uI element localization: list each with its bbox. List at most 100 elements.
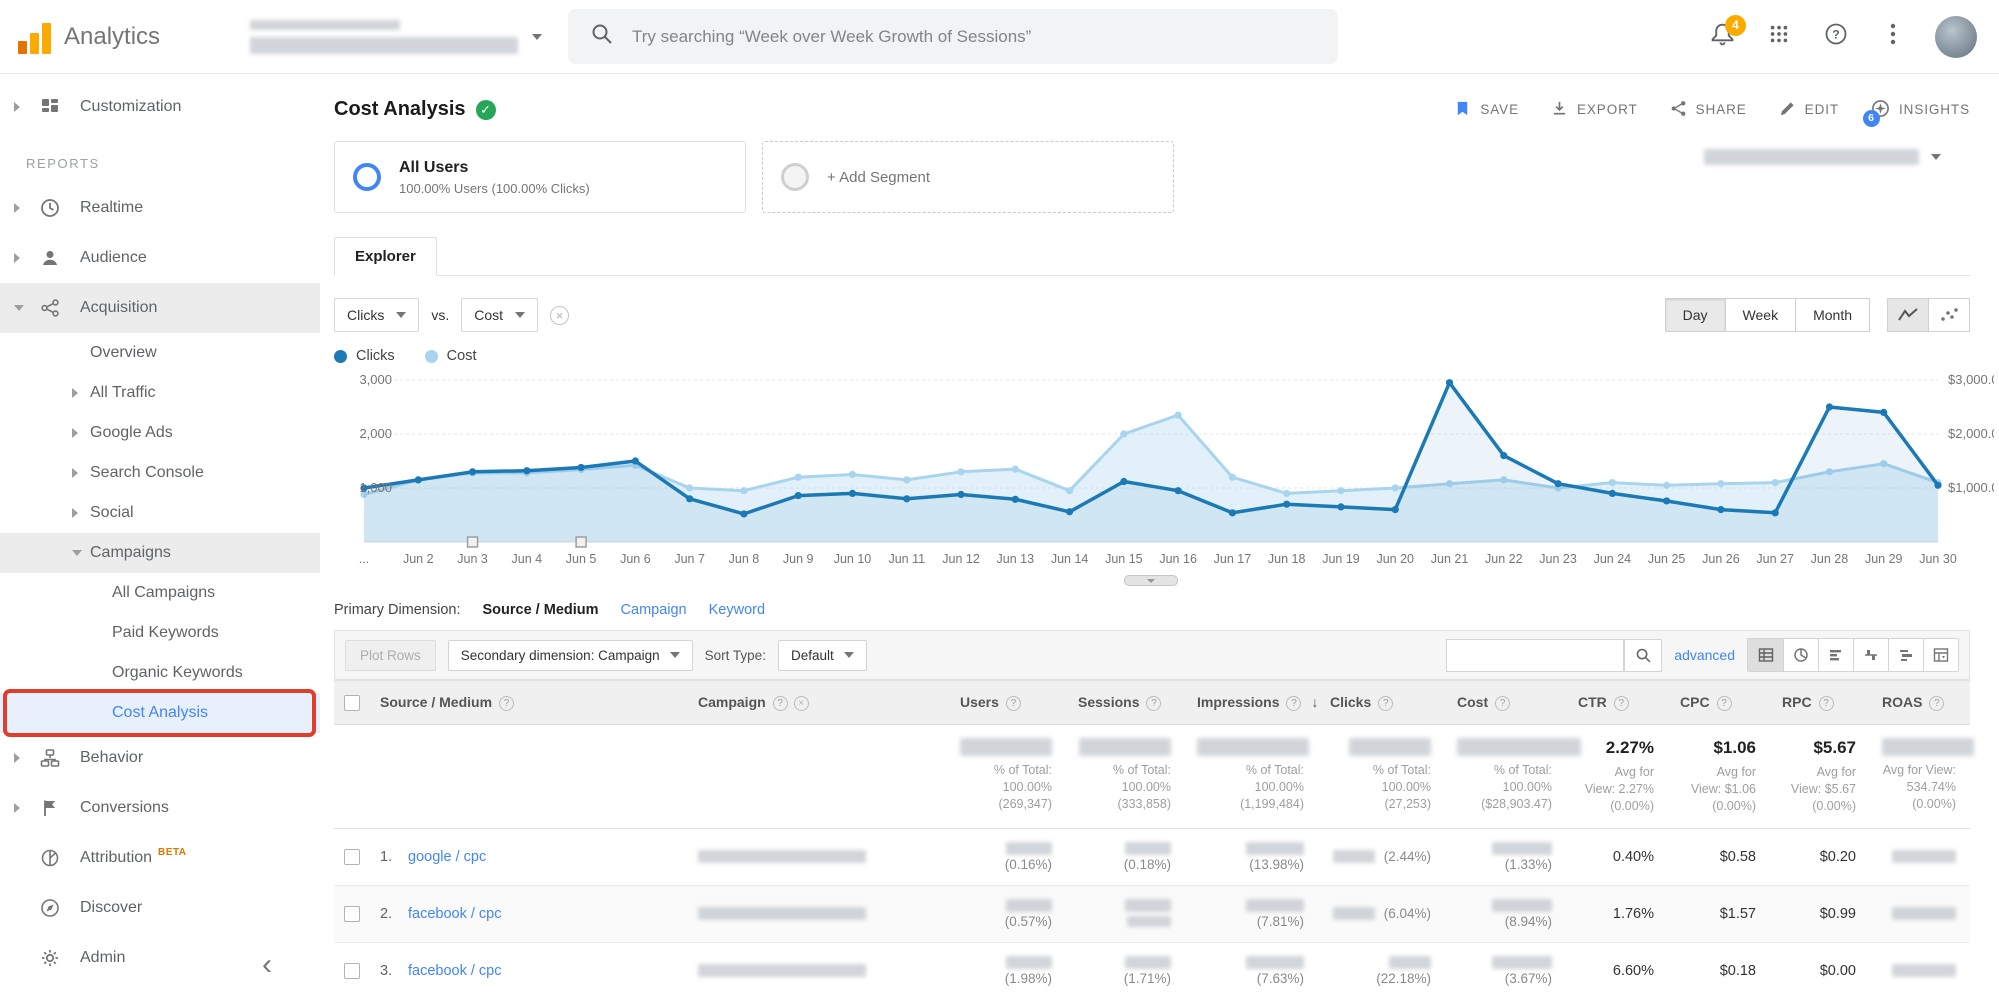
col-header-cpc[interactable]: CPC? (1668, 681, 1770, 725)
segment-all-users[interactable]: All Users 100.00% Users (100.00% Clicks) (334, 141, 746, 213)
sidebar-collapse-button[interactable]: ‹ (262, 948, 272, 981)
sidebar-item-attribution[interactable]: Attribution BETA (0, 833, 320, 883)
select-all-checkbox[interactable] (344, 695, 360, 712)
col-header-impressions[interactable]: Impressions? ↓ (1197, 694, 1319, 711)
remove-secondary-dimension-icon[interactable]: × (793, 696, 809, 711)
line-chart-type-button[interactable] (1887, 298, 1929, 332)
help-icon[interactable]: ? (772, 696, 788, 711)
tab-explorer[interactable]: Explorer (334, 237, 437, 276)
global-search[interactable] (568, 9, 1338, 64)
col-header-campaign[interactable]: Campaign? × (686, 681, 948, 725)
sidebar-item-google-ads[interactable]: Google Ads (0, 413, 320, 453)
help-icon[interactable]: ? (1929, 696, 1945, 711)
help-icon[interactable]: ? (1146, 696, 1162, 711)
source-medium-link[interactable]: google / cpc (408, 848, 487, 865)
add-segment-button[interactable]: + Add Segment (762, 141, 1174, 213)
sidebar-item-audience[interactable]: Audience (0, 233, 320, 283)
col-header-users[interactable]: Users? (948, 681, 1066, 725)
ga-logo[interactable]: Analytics (18, 20, 198, 54)
more-menu-button[interactable] (1878, 22, 1908, 52)
help-icon[interactable]: ? (1716, 696, 1732, 711)
sidebar-item-acquisition[interactable]: Acquisition (0, 283, 320, 333)
scatter-chart-type-button[interactable] (1928, 298, 1970, 332)
help-icon[interactable]: ? (1005, 696, 1021, 711)
sidebar-item-cost-analysis[interactable]: Cost Analysis (0, 689, 320, 737)
row-checkbox[interactable] (344, 848, 360, 865)
sort-desc-icon[interactable]: ↓ (1311, 694, 1319, 710)
plot-rows-button[interactable]: Plot Rows (345, 639, 436, 671)
metric-cell: $0.18 (1668, 942, 1770, 994)
help-icon[interactable]: ? (1495, 696, 1511, 711)
sidebar-item-campaigns[interactable]: Campaigns (0, 533, 320, 573)
granularity-week-button[interactable]: Week (1724, 298, 1797, 332)
sort-type-select[interactable]: Default (777, 639, 867, 671)
col-header-rpc[interactable]: RPC? (1770, 681, 1870, 725)
notifications-button[interactable]: 4 (1707, 14, 1746, 52)
sidebar-item-paid-keywords[interactable]: Paid Keywords (112, 624, 219, 641)
col-header-clicks[interactable]: Clicks? (1318, 681, 1445, 725)
view-percentage-button[interactable] (1783, 639, 1818, 671)
source-medium-link[interactable]: facebook / cpc (408, 905, 502, 922)
sidebar-item-behavior[interactable]: Behavior (0, 733, 320, 783)
row-checkbox[interactable] (344, 962, 360, 979)
view-performance-button[interactable] (1818, 639, 1853, 671)
col-header-roas[interactable]: ROAS? (1870, 681, 1970, 725)
col-header-ctr[interactable]: CTR? (1566, 681, 1668, 725)
help-icon[interactable]: ? (499, 696, 515, 711)
granularity-day-button[interactable]: Day (1664, 298, 1726, 332)
sidebar-item-customization[interactable]: Customization (0, 82, 320, 132)
help-icon[interactable]: ? (1378, 696, 1394, 711)
granularity-month-button[interactable]: Month (1795, 298, 1870, 332)
col-header-sessions[interactable]: Sessions? (1066, 681, 1185, 725)
metric-cell: (1.98%) (948, 942, 1066, 994)
sidebar-item-organic-keywords[interactable]: Organic Keywords (112, 664, 243, 681)
view-comparison-button[interactable] (1853, 639, 1888, 671)
apps-grid-button[interactable] (1764, 22, 1794, 52)
remove-metric-icon[interactable]: × (550, 305, 570, 325)
sidebar-item-all-traffic[interactable]: All Traffic (0, 373, 320, 413)
help-icon[interactable]: ? (1613, 696, 1629, 711)
view-table-button[interactable] (1748, 639, 1783, 671)
col-header-source-medium[interactable]: Source / Medium? (368, 681, 686, 725)
table-search-button[interactable] (1624, 638, 1663, 672)
view-term-cloud-button[interactable] (1888, 639, 1923, 671)
help-button[interactable]: ? (1821, 22, 1851, 52)
dimension-keyword-link[interactable]: Keyword (708, 602, 766, 618)
search-input[interactable] (632, 26, 1316, 47)
date-range-selector[interactable] (1704, 149, 1941, 165)
export-button[interactable]: EXPORT (1551, 100, 1638, 120)
col-header-cost[interactable]: Cost? (1445, 681, 1566, 725)
advanced-link[interactable]: advanced (1674, 647, 1735, 663)
help-icon[interactable]: ? (1286, 696, 1302, 711)
svg-text:Jun 13: Jun 13 (997, 552, 1035, 566)
sidebar-item-discover[interactable]: Discover (0, 883, 320, 933)
row-checkbox[interactable] (344, 905, 360, 922)
sidebar-item-admin[interactable]: Admin (0, 933, 320, 983)
table-search-input[interactable] (1446, 638, 1625, 672)
metric-b-select[interactable]: Cost (461, 298, 539, 332)
account-property-selector[interactable] (250, 19, 542, 54)
edit-button[interactable]: EDIT (1779, 100, 1839, 120)
sidebar-item-conversions[interactable]: Conversions (0, 783, 320, 833)
view-pivot-button[interactable] (1923, 639, 1958, 671)
secondary-dimension-select[interactable]: Secondary dimension: Campaign (447, 639, 693, 671)
annotations-expander[interactable] (1124, 575, 1178, 586)
source-medium-link[interactable]: facebook / cpc (408, 962, 502, 979)
insights-button[interactable]: 6 INSIGHTS (1863, 99, 1970, 127)
redacted-value (1492, 842, 1552, 856)
redacted-value (1246, 899, 1304, 913)
sidebar-item-all-campaigns[interactable]: All Campaigns (112, 584, 216, 601)
avatar[interactable] (1935, 15, 1977, 58)
dimension-source-medium[interactable]: Source / Medium (482, 602, 599, 618)
sidebar-item-overview[interactable]: Overview (90, 344, 157, 361)
sidebar-item-search-console[interactable]: Search Console (0, 453, 320, 493)
sidebar-item-social[interactable]: Social (0, 493, 320, 533)
redacted-value (1125, 956, 1171, 970)
dimension-campaign-link[interactable]: Campaign (620, 602, 687, 618)
sidebar-item-realtime[interactable]: Realtime (0, 183, 320, 233)
save-button[interactable]: SAVE (1454, 100, 1519, 120)
share-button[interactable]: SHARE (1670, 100, 1747, 120)
metric-a-select[interactable]: Clicks (334, 298, 420, 332)
help-icon[interactable]: ? (1818, 696, 1834, 711)
redacted-value (1006, 842, 1052, 856)
